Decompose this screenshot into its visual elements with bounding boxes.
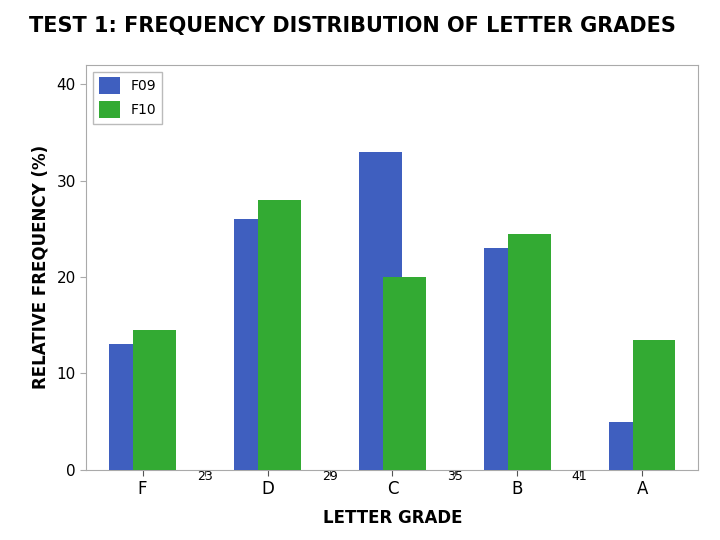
- Bar: [234, 219, 277, 470]
- Bar: [633, 340, 675, 470]
- Bar: [359, 152, 402, 470]
- Bar: [133, 330, 176, 470]
- Bar: [258, 200, 301, 470]
- Bar: [109, 345, 152, 470]
- Legend: F09, F10: F09, F10: [94, 72, 162, 124]
- X-axis label: LETTER GRADE: LETTER GRADE: [323, 509, 462, 528]
- Text: TEST 1: FREQUENCY DISTRIBUTION OF LETTER GRADES: TEST 1: FREQUENCY DISTRIBUTION OF LETTER…: [29, 16, 675, 36]
- Bar: [484, 248, 527, 470]
- Y-axis label: RELATIVE FREQUENCY (%): RELATIVE FREQUENCY (%): [32, 145, 50, 389]
- Bar: [609, 422, 652, 470]
- Bar: [383, 277, 426, 470]
- Bar: [508, 233, 551, 470]
